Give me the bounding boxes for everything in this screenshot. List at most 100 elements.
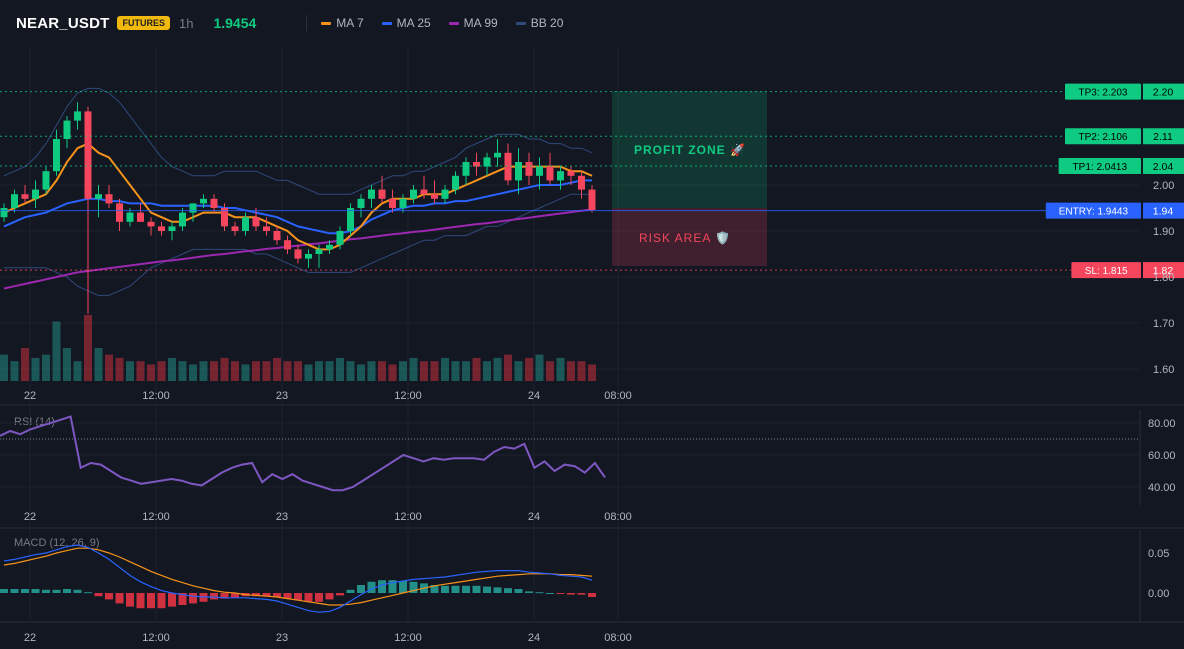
macd-histogram-bar [378,580,386,593]
bollinger-bands [3,87,593,296]
level-axis-text-entry: 1.94 [1153,206,1174,218]
macd-histogram-bar [409,581,418,593]
risk-zone [612,208,767,266]
volume-bar [367,361,376,381]
volume-bar [52,321,61,381]
macd-histogram-bar [52,589,61,593]
time-tick-label: 22 [24,511,36,523]
macd-pane[interactable]: MACD (12, 26, 9) 0.05 0.00 [0,537,1169,613]
volume-bar [525,357,533,381]
macd-histogram-bar [483,586,491,593]
macd-histogram-bar [157,593,166,609]
risk-zone-label: RISK AREA 🛡️ [639,231,731,245]
volume-bar [210,361,218,381]
timeframe-label[interactable]: 1h [178,15,194,31]
time-tick-label: 24 [528,632,540,644]
legend-bb20[interactable]: BB 20 [515,16,563,30]
volume-bar [136,361,145,381]
volume-bar [199,361,208,381]
volume-bar [73,361,82,381]
candle-body [0,208,8,218]
volume-bar [241,364,250,381]
volume-bar [441,357,449,381]
macd-tick-label: 0.05 [1148,548,1169,560]
candle-body [147,221,155,227]
symbol-name[interactable]: NEAR_USDT [16,14,110,32]
candlesticks[interactable] [0,102,596,314]
candle-body [168,226,176,231]
level-axis-text-tp3: 2.20 [1153,87,1174,99]
level-tag-tp2 [1065,128,1141,145]
volume-bar [304,364,313,381]
level-axis-box-sl [1143,262,1184,279]
candle-body [273,231,281,241]
macd-histogram-bar [147,593,155,609]
macd-histogram-bar [10,589,19,593]
candle-body [32,189,39,199]
candle-body [410,189,417,199]
time-tick-label: 24 [528,390,540,402]
legend-ma99-label: MA 99 [463,16,498,30]
level-tag-entry [1045,202,1141,219]
time-tick-label: 08:00 [604,632,632,644]
macd-histogram-bar [220,593,229,599]
price-tick-label: 1.90 [1153,226,1174,238]
time-tick-label: 24 [528,511,540,523]
rsi-pane[interactable]: RSI (14) 80.00 60.00 40.00 [0,415,1176,494]
candle-body [368,189,375,199]
legend-ma7[interactable]: MA 7 [321,16,364,30]
candle-body [21,194,29,199]
candle-body [294,249,302,259]
macd-histogram-bar [63,589,71,593]
volume-bar [399,361,407,381]
candle-body [420,189,428,195]
macd-histogram-bar [399,581,407,593]
candle-body [252,217,260,227]
volume-bar [168,357,176,381]
level-axis-text-sl: 1.82 [1153,265,1174,277]
legend-ma25[interactable]: MA 25 [381,16,431,30]
volume-bar [420,361,428,381]
volume-bar [147,364,155,381]
volume-bar [462,361,470,381]
macd-histogram-bar [168,593,176,607]
macd-histogram-bar [42,589,50,593]
profit-zone-label: PROFIT ZONE 🚀 [634,143,746,157]
candle-body [63,120,71,139]
macd-histogram-bar [136,593,145,609]
volume-bar [556,357,565,381]
time-tick-label: 12:00 [394,390,422,402]
level-axis-box-tp3 [1143,83,1184,100]
macd-histogram-bar [472,585,481,593]
moving-averages [3,142,593,290]
futures-badge: FUTURES [117,16,170,30]
header-divider [306,15,308,31]
macd-histogram-bar [231,593,239,598]
legend-bb20-swatch [515,21,526,25]
candle-body [200,198,207,204]
ma25-line [3,179,592,235]
candle-body [515,162,522,181]
time-tick-label: 23 [276,632,288,644]
macd-histogram-bar [73,589,82,593]
macd-histogram-bar [430,585,439,593]
candle-body [326,244,333,250]
legend-ma99[interactable]: MA 99 [448,16,498,30]
price-levels: TP3: 2.203 2.20 TP2: 2.106 2.11 TP1: 2.0413 2… [0,83,1184,279]
time-tick-label: 22 [24,390,36,402]
candle-body [567,171,575,176]
volume-bar [588,364,596,381]
candle-body [179,212,186,227]
volume-bar [514,361,523,381]
macd-histogram-bar [462,585,470,593]
volume-bar [567,361,575,381]
candle-body [242,217,249,231]
rsi-tick-label: 60.00 [1148,450,1176,462]
macd-histogram-bar [115,593,124,604]
price-tick-label: 2.00 [1153,180,1174,192]
volume-bar [262,361,271,381]
candle-body [357,198,365,208]
candle-body [504,152,512,181]
last-price: 1.9454 [213,15,257,31]
